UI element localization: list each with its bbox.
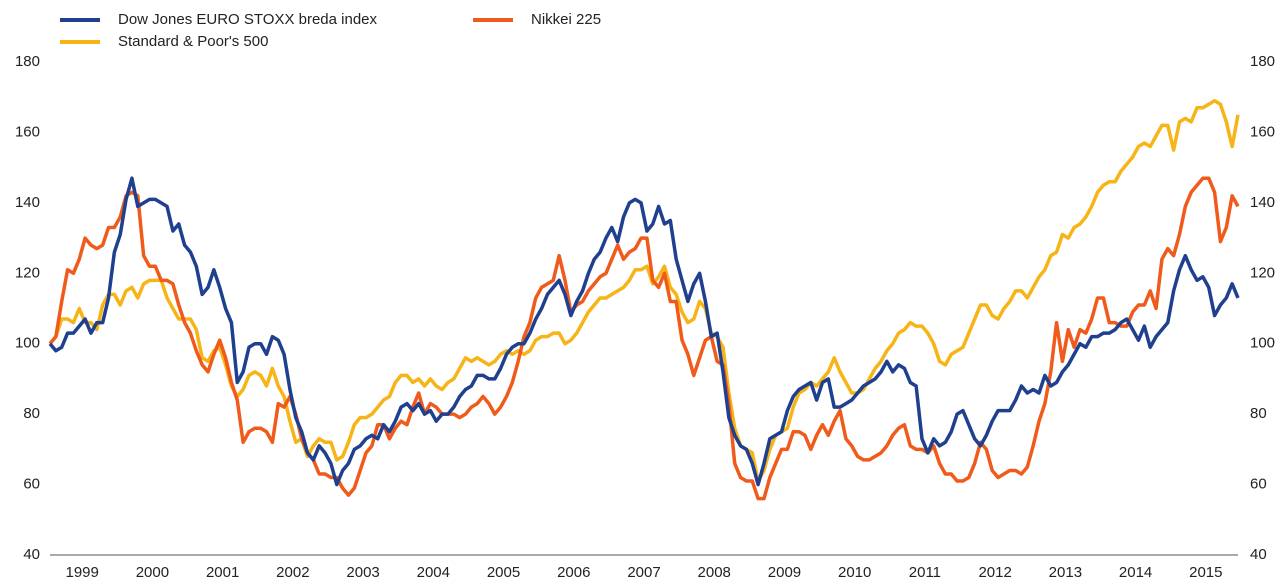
- x-tick-label: 2004: [417, 564, 450, 581]
- y-tick-label: 60: [23, 476, 40, 493]
- x-tick-label: 1999: [65, 564, 98, 581]
- y2-tick-label: 140: [1250, 194, 1275, 211]
- x-tick-label: 2008: [698, 564, 731, 581]
- x-tick-label: 2012: [978, 564, 1011, 581]
- x-tick-label: 2011: [909, 564, 941, 581]
- y-tick-label: 160: [15, 123, 40, 140]
- x-tick-label: 2009: [768, 564, 801, 581]
- y-tick-label: 80: [23, 405, 40, 422]
- y2-tick-label: 180: [1250, 53, 1275, 70]
- x-tick-label: 2013: [1049, 564, 1082, 581]
- y2-tick-label: 60: [1250, 476, 1267, 493]
- y2-tick-label: 40: [1250, 546, 1267, 563]
- legend-label: Nikkei 225: [531, 11, 601, 28]
- x-tick-label: 2001: [206, 564, 239, 581]
- x-tick-label: 2006: [557, 564, 590, 581]
- x-tick-label: 2007: [627, 564, 660, 581]
- y-tick-label: 180: [15, 53, 40, 70]
- y-tick-label: 100: [15, 335, 40, 352]
- y2-tick-label: 160: [1250, 123, 1275, 140]
- series-line: [48, 176, 1240, 501]
- x-tick-label: 2005: [487, 564, 520, 581]
- x-tick-label: 2003: [346, 564, 379, 581]
- x-tick-label: 2002: [276, 564, 309, 581]
- y-tick-label: 40: [23, 546, 40, 563]
- x-tick-label: 2010: [838, 564, 871, 581]
- series-line: [48, 98, 1240, 483]
- legend-label: Dow Jones EURO STOXX breda index: [118, 11, 378, 28]
- y2-tick-label: 120: [1250, 264, 1275, 281]
- y2-tick-label: 100: [1250, 335, 1275, 352]
- y-tick-label: 120: [15, 264, 40, 281]
- legend-label: Standard & Poor's 500: [118, 33, 268, 50]
- x-tick-label: 2000: [136, 564, 169, 581]
- x-tick-label: 2014: [1119, 564, 1152, 581]
- series-line: [48, 176, 1240, 487]
- y-tick-label: 140: [15, 194, 40, 211]
- x-tick-label: 2015: [1189, 564, 1222, 581]
- y2-tick-label: 80: [1250, 405, 1267, 422]
